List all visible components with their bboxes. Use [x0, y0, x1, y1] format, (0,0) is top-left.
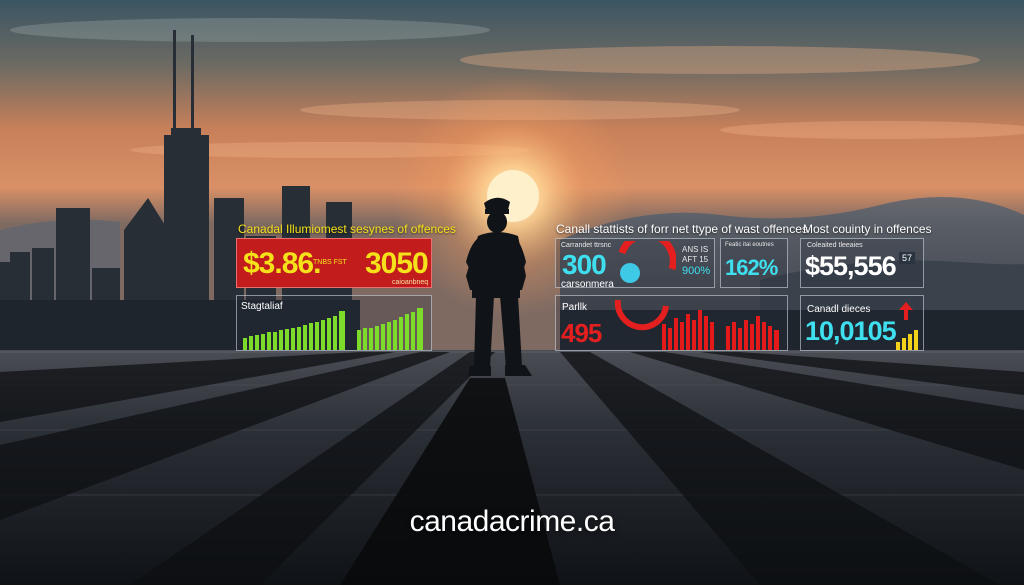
middle-top-left-value: 300 [562, 249, 607, 280]
left-bottom-label: Stagtaliaf [241, 301, 283, 312]
right-bottom-label: Canadl dieces [807, 304, 871, 315]
left-top-tiny-2: caioanbneq [392, 279, 429, 286]
left-bottom-panel: Stagtaliaf [236, 295, 432, 351]
left-panel-title: Canadal Illumiomest sesynes of offences [238, 222, 456, 236]
officer-shadow [340, 378, 560, 585]
right-bottom-panel: Canadl dieces 10,0105 [800, 295, 924, 351]
right-top-tag: 57 [899, 252, 916, 264]
middle-top-mid-line3: 900% [682, 265, 711, 277]
middle-bottom-panel: Parllk 495 [555, 295, 788, 351]
middle-top-right-panel: Featic itai eoutnes 162% [720, 238, 788, 288]
middle-bottom-value: 495 [561, 318, 602, 348]
right-top-panel: Coleaited tleeaies $55,556 57 [800, 238, 924, 288]
middle-top-mid-line1: ANS IS [682, 245, 709, 254]
middle-top-left-tiny: Carrandet ttrsnc [561, 242, 612, 249]
red-bar-chart-b [726, 316, 779, 350]
middle-top-right-tiny: Featic itai eoutnes [725, 242, 774, 248]
right-top-value: $55,556 [805, 251, 897, 281]
right-bottom-value: 10,0105 [805, 316, 897, 346]
donut-chart [618, 241, 676, 283]
left-top-value-2: 3050 [365, 247, 429, 280]
police-officer-silhouette [466, 197, 532, 376]
left-top-value-1: $3.86. [243, 247, 321, 280]
red-bar-chart-a [662, 310, 714, 350]
middle-top-right-value: 162% [725, 255, 778, 280]
right-top-tiny: Coleaited tleeaies [807, 242, 863, 249]
left-top-tiny-1: TNBS FST [313, 259, 347, 266]
middle-top-mid-line2: AFT 15 [682, 255, 709, 264]
green-bar-chart-b [357, 308, 423, 350]
middle-top-left-sub: carsonmera [561, 279, 614, 290]
middle-top-left-panel: Carrandet ttrsnc 300 carsonmera ANS IS A… [555, 238, 715, 290]
yellow-bar-chart [896, 330, 918, 350]
site-name: canadacrime.ca [409, 505, 615, 538]
middle-bottom-label: Parllk [562, 302, 588, 313]
left-top-panel: $3.86. TNBS FST 3050 caioanbneq [236, 238, 432, 288]
middle-panel-title: Canall stattists of forr net ttype of wa… [556, 222, 808, 236]
right-panel-title: Most couinty in offences [803, 222, 932, 236]
red-arc [614, 299, 669, 331]
green-bar-chart-a [243, 311, 345, 350]
shadow-streaks [0, 352, 1024, 585]
up-arrow-icon [899, 302, 913, 320]
